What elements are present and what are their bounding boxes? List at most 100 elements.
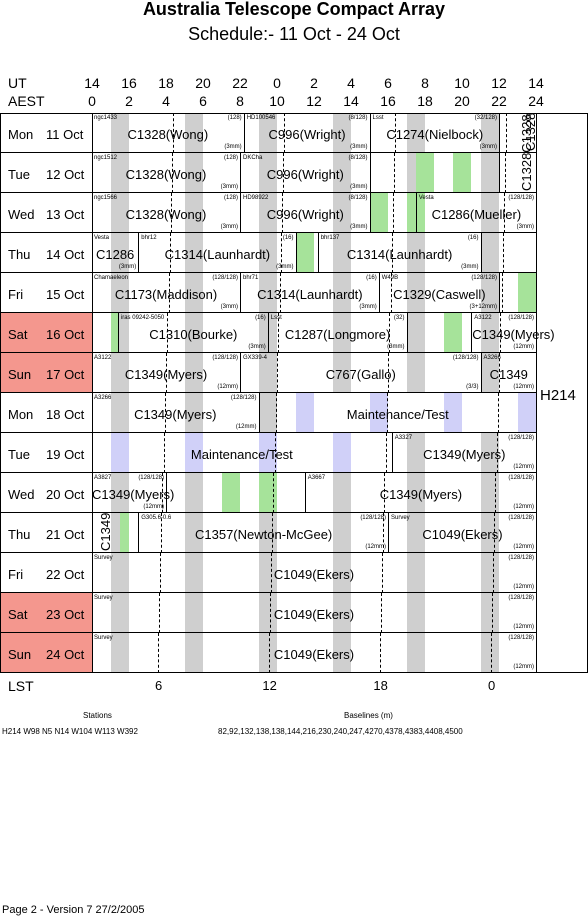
- gray-band: [332, 113, 351, 152]
- schedule-row: Vesta C1286 (3mm) bhr12 (16) C1314(Launhardt)…: [92, 233, 536, 273]
- lst-line: [270, 553, 272, 593]
- day-cell: Tue 19 Oct: [0, 433, 92, 473]
- gray-band: [258, 233, 277, 272]
- schedule-block: Lsst (32) C1287(Longmore) (3mm): [267, 313, 407, 352]
- gray-band: [110, 233, 129, 272]
- lst-line: [492, 553, 494, 593]
- schedule-block: Lsst (32/128) C1274(Nielbock) (3mm): [369, 113, 500, 152]
- lst-line: [506, 113, 508, 153]
- source-name: A3266: [94, 395, 112, 401]
- schedule-block: [499, 113, 536, 152]
- schedule-block: Chamaeleon (128/128) C1173(Maddison) (3mm): [92, 273, 240, 312]
- channel-count: (16): [282, 235, 294, 241]
- schedule-block: Survey (128/128) C1049(Ekers) (12mm): [388, 513, 536, 552]
- lst-line: [392, 193, 394, 233]
- schedule-row: ngc1566 (128) C1328(Wong) (3mm) HD98922 (8/12…: [92, 193, 536, 233]
- gray-band: [184, 353, 203, 392]
- lst-line: [161, 513, 163, 553]
- project-label: Maintenance/Test: [346, 407, 449, 422]
- day-date: 15 Oct: [46, 287, 85, 302]
- gray-band: [406, 113, 425, 152]
- channel-count: (128/128): [212, 275, 238, 281]
- gray-band: [184, 233, 203, 272]
- gray-band: [332, 353, 351, 392]
- baselines-list: 82,92,132,138,138,144,216,230,240,247,42…: [218, 727, 463, 736]
- gray-band: [406, 233, 425, 272]
- project-label: C1049(Ekers): [273, 647, 355, 662]
- project-label: C1349(Myers): [472, 327, 555, 342]
- gray-band: [258, 353, 277, 392]
- gray-band: [184, 593, 203, 632]
- source-name: iras 09242-5050: [120, 315, 165, 321]
- gray-band: [184, 393, 203, 432]
- source-name: bhr71: [243, 275, 259, 281]
- gray-band: [332, 233, 351, 272]
- gray-band: [332, 633, 351, 672]
- day-date: 14 Oct: [46, 247, 85, 262]
- receiver-band: (3mm): [359, 304, 377, 310]
- receiver-band: (3+12mm): [469, 304, 497, 310]
- source-name: DKCha: [243, 155, 263, 161]
- receiver-band: (3mm): [118, 264, 137, 270]
- lst-line: [281, 193, 283, 233]
- channel-count: (128/128): [138, 475, 164, 481]
- aest-tick: 10: [269, 93, 285, 109]
- lst-line: [380, 593, 382, 633]
- source-name: bhr12: [141, 235, 157, 241]
- schedule-block: ngc1566 (128) C1328(Wong) (3mm): [92, 193, 240, 232]
- schedule-row: G305.6-0.6 (128/128) C1357(Newton-McGee) (1…: [92, 513, 536, 553]
- schedule-block: iras 09242-5050 (16) C1310(Bourke) (3mm): [117, 313, 268, 352]
- gray-band: [480, 193, 499, 232]
- day-cell: Tue 12 Oct: [0, 153, 92, 193]
- project-label: C1314(Launhardt): [346, 247, 453, 262]
- ut-tick: 0: [273, 75, 281, 91]
- lst-label: LST: [8, 678, 34, 694]
- gray-band: [406, 593, 425, 632]
- project-label: C1049(Ekers): [422, 527, 503, 542]
- source-name: Vesta: [418, 195, 434, 201]
- day-cell: Fri 22 Oct: [0, 553, 92, 593]
- project-label: C1314(Launhardt): [257, 287, 363, 302]
- schedule-row: ngc1512 (128) C1328(Wong) (3mm) DKCha (8/128)…: [92, 153, 536, 193]
- gray-band: [480, 433, 499, 472]
- project-label: C1357(Newton-McGee): [194, 527, 333, 542]
- lst-line: [162, 473, 164, 513]
- aest-tick: 4: [162, 93, 170, 109]
- schedule-block: bhr12 (16) C1314(Launhardt) (3mm): [138, 233, 295, 272]
- source-name: HD100546: [246, 115, 276, 121]
- receiver-band: (12mm): [513, 384, 534, 390]
- receiver-band: (3mm): [479, 144, 497, 150]
- project-label: C1314(Launhardt): [164, 247, 271, 262]
- day-name: Tue: [8, 447, 30, 462]
- day-date: 22 Oct: [46, 567, 85, 582]
- receiver-band: (3mm): [220, 224, 238, 230]
- aest-tick: 22: [491, 93, 507, 109]
- channel-count: (128/128): [230, 395, 257, 401]
- day-cell: Sat 23 Oct: [0, 593, 92, 633]
- day-date: 16 Oct: [46, 327, 85, 342]
- day-date: 19 Oct: [46, 447, 85, 462]
- schedule-row: ngc1433 (128) C1328(Wong) (3mm) HD100546 (8/1…: [92, 113, 536, 153]
- channel-count: (128): [223, 195, 238, 201]
- ut-tick: 22: [232, 75, 248, 91]
- project-label: Maintenance/Test: [190, 447, 293, 462]
- day-name: Tue: [8, 167, 30, 182]
- receiver-band: (3mm): [516, 224, 534, 230]
- receiver-band: (3mm): [387, 344, 405, 350]
- schedule-block: Vesta (128/128) C1286(Mueller) (3mm): [415, 193, 536, 232]
- day-cell: Wed 20 Oct: [0, 473, 92, 513]
- project-label: C1349: [489, 367, 528, 382]
- gray-band: [258, 553, 277, 592]
- day-date: 23 Oct: [46, 607, 85, 622]
- day-date: 20 Oct: [46, 487, 85, 502]
- schedule-block: G305.6-0.6 (128/128) C1357(Newton-McGee) (1…: [138, 513, 388, 552]
- channel-count: (128/128): [212, 355, 238, 361]
- aest-tick: 14: [343, 93, 359, 109]
- gray-band: [332, 193, 351, 232]
- source-name: Lsst: [372, 115, 384, 121]
- project-label: C1349(Myers): [124, 367, 208, 382]
- source-name: A3266: [483, 355, 501, 361]
- schedule-block: Maintenance/Test: [92, 433, 392, 472]
- project-label: C1349(Myers): [134, 407, 217, 422]
- gray-band: [480, 233, 499, 272]
